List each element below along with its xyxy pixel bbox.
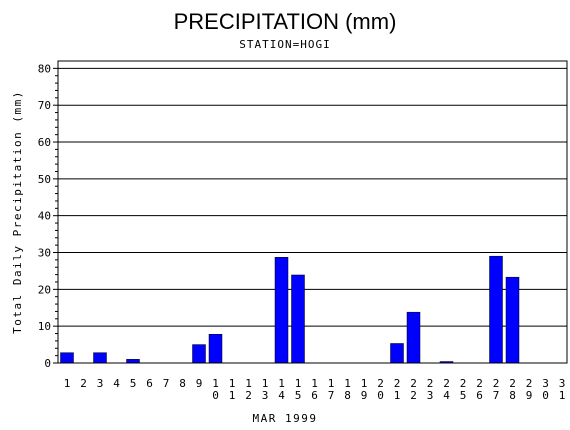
y-tick-label: 30	[38, 247, 51, 260]
y-axis-label: Total Daily Precipitation (mm)	[11, 90, 24, 334]
bar	[406, 311, 421, 364]
chart-subtitle: STATION=HOGI	[239, 38, 330, 51]
bar	[126, 359, 140, 364]
bar	[192, 344, 206, 364]
y-axis: 0 10 20 30 40 50 60 70 80	[38, 62, 58, 370]
chart-title: PRECIPITATION (mm)	[174, 9, 397, 34]
bar	[208, 334, 223, 364]
y-tick-label: 20	[38, 283, 51, 296]
x-axis: 1 2 3 4 5 6 7 8 9 1 01 11 21 31 41 51 61 71 81 92 02 12 22 32 42…	[64, 377, 566, 402]
y-tick-label: 40	[38, 210, 51, 223]
y-tick-label: 60	[38, 136, 51, 149]
x-tick-label: 8	[179, 377, 186, 390]
bars	[60, 255, 520, 364]
y-tick-label: 10	[38, 320, 51, 333]
x-tick-label: 9	[196, 377, 203, 390]
x-tick-label: 2	[80, 377, 87, 390]
x-axis-label: MAR 1999	[253, 412, 318, 425]
x-tick-label: 4	[113, 377, 120, 390]
bar	[505, 276, 520, 364]
x-tick-label: 7	[163, 377, 170, 390]
x-tick-label: 3	[97, 377, 104, 390]
bar	[291, 274, 305, 364]
bar	[60, 352, 74, 364]
bar	[390, 343, 404, 364]
y-tick-label: 0	[44, 357, 51, 370]
x-tick-label: 1	[64, 377, 71, 390]
y-tick-label: 70	[38, 99, 51, 112]
bar	[93, 352, 107, 364]
x-tick-label: 5	[130, 377, 137, 390]
plot-frame	[57, 60, 568, 364]
bar	[489, 255, 503, 364]
bar	[274, 257, 289, 364]
y-tick-label: 80	[38, 62, 51, 75]
gridlines	[58, 67, 567, 327]
x-tick-label: 6	[146, 377, 153, 390]
y-tick-label: 50	[38, 173, 51, 186]
